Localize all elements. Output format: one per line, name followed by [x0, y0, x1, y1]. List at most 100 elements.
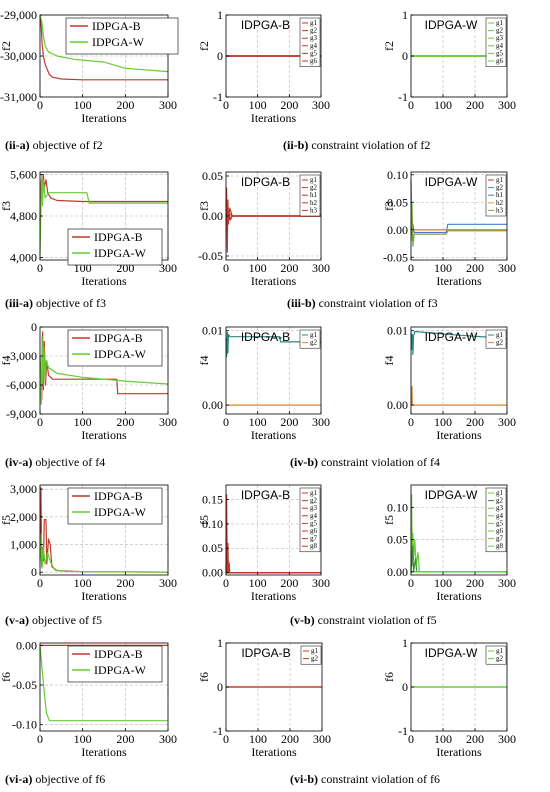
caption-text: constraint violation of f4 [318, 455, 440, 469]
legend-label: g8 [310, 542, 318, 550]
legend-label: g5 [496, 519, 504, 527]
x-tick-label: 0 [223, 98, 229, 112]
y-axis-label: f2 [382, 41, 396, 51]
legend-label: g3 [496, 34, 504, 42]
legend-label: g2 [310, 184, 318, 192]
y-tick-label: 0 [217, 680, 223, 694]
x-tick-label: 0 [37, 261, 43, 275]
legend-label: g2 [310, 497, 318, 505]
y-axis-label: f2 [0, 41, 13, 51]
series-line-iv-c-0 [410, 330, 508, 356]
x-tick-label: 100 [74, 98, 92, 112]
y-axis-label: f5 [197, 515, 211, 525]
series-line-iii-a-1 [39, 174, 168, 255]
series-line-ii-a-0 [39, 14, 168, 81]
caption-label: (ii-a) [5, 138, 30, 152]
x-axis-label: Iterations [436, 428, 482, 442]
legend: IDPGA-B IDPGA-W [67, 228, 163, 266]
plot-frame [39, 326, 169, 415]
legend-label: g4 [310, 42, 318, 50]
chart-title: IDPGA-W [425, 330, 478, 344]
caption-text: objective of f5 [29, 613, 102, 627]
legend-label: g1 [496, 331, 504, 339]
legend-label: IDPGA-W [94, 246, 147, 260]
caption-text: objective of f4 [32, 455, 105, 469]
legend: IDPGA-B IDPGA-W [67, 645, 163, 683]
x-tick-label: 200 [280, 415, 298, 429]
y-tick-label: -0.05 [383, 250, 408, 264]
legend-label: g6 [496, 527, 504, 535]
y-axis-label: f6 [197, 672, 211, 682]
legend-label: IDPGA-B [92, 19, 141, 33]
x-tick-label: 100 [249, 732, 267, 746]
y-tick-label: 0 [402, 680, 408, 694]
caption-text: objective of f6 [32, 772, 105, 786]
y-axis-label: f5 [382, 515, 396, 525]
chart-iv-b: 0 100 200 300 0.01 0.00 Iterations f4 IDPGA-B g1g… [197, 324, 330, 442]
chart-title: IDPGA-W [425, 175, 478, 189]
plot-frame [39, 642, 169, 732]
x-tick-label: 0 [37, 576, 43, 590]
legend-label: IDPGA-W [94, 347, 147, 361]
legend-label: g5 [496, 49, 504, 57]
chart-iv-a: 0 100 200 300 0 -3,000 -6,000 -9,000 Iterations f… [0, 320, 177, 442]
legend-label: h1 [310, 191, 318, 199]
legend-label: g1 [310, 19, 318, 27]
series-line-v-b-1 [225, 552, 321, 574]
legend-label: g5 [310, 49, 318, 57]
y-axis-label: f3 [382, 201, 396, 211]
y-tick-label: -3,000 [6, 349, 37, 363]
x-tick-label: 200 [280, 98, 298, 112]
y-tick-label: 0.15 [202, 493, 223, 507]
y-tick-label: 1 [402, 636, 408, 650]
x-tick-label: 300 [498, 415, 516, 429]
y-tick-label: 3,000 [10, 482, 37, 496]
legend-label: IDPGA-B [94, 331, 143, 345]
y-tick-label: 0.01 [202, 324, 223, 338]
caption-label: (iii-b) [287, 296, 316, 310]
legend-label: g5 [310, 519, 318, 527]
legend-box [299, 174, 321, 217]
legend-label: g1 [310, 176, 318, 184]
y-tick-label: 0.00 [387, 565, 408, 579]
series-line-v-a-1 [39, 532, 169, 573]
caption-text: objective of f3 [33, 296, 106, 310]
series-line-iv-b-0 [225, 331, 321, 358]
x-tick-label: 200 [466, 98, 484, 112]
y-axis-label: f6 [382, 672, 396, 682]
legend-label: g1 [310, 331, 318, 339]
x-tick-label: 300 [312, 415, 330, 429]
x-tick-label: 300 [159, 732, 177, 746]
legend-box [485, 174, 507, 217]
legend-label: g6 [496, 57, 504, 65]
x-tick-label: 100 [434, 732, 452, 746]
x-axis-label: Iterations [81, 589, 127, 603]
y-tick-label: -1 [213, 90, 223, 104]
x-tick-label: 100 [434, 261, 452, 275]
x-axis-label: Iterations [251, 589, 297, 603]
x-tick-label: 100 [249, 415, 267, 429]
x-tick-label: 200 [280, 576, 298, 590]
caption-label: (v-a) [5, 613, 29, 627]
y-tick-label: 1 [217, 8, 223, 22]
x-tick-label: 100 [74, 576, 92, 590]
x-tick-label: 0 [37, 732, 43, 746]
y-tick-label: 0.00 [387, 223, 408, 237]
x-tick-label: 300 [159, 576, 177, 590]
caption: (iv-b) constraint violation of f4 [290, 455, 440, 469]
y-tick-label: -31,000 [0, 90, 37, 104]
y-tick-label: 0.00 [202, 209, 223, 223]
x-axis-label: Iterations [251, 428, 297, 442]
chart-iii-c: 0 100 200 300 0.10 0.05 0.00 -0.05 Iterations f3 I… [382, 168, 516, 288]
legend-label: IDPGA-W [94, 505, 147, 519]
legend: IDPGA-B IDPGA-W [67, 487, 163, 525]
x-tick-label: 300 [159, 261, 177, 275]
y-tick-label: -30,000 [0, 49, 37, 63]
legend-label: h2 [310, 199, 318, 207]
x-axis-label: Iterations [251, 745, 297, 759]
